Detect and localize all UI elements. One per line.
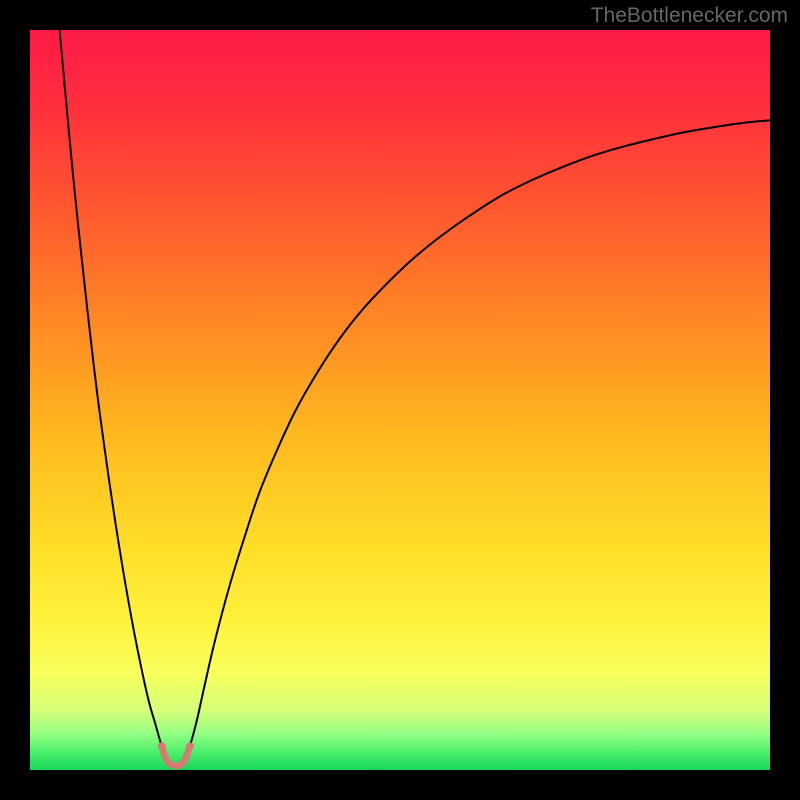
chart-svg: [30, 30, 770, 770]
u-end-marker: [158, 742, 166, 750]
chart-plot-area: [30, 30, 770, 770]
chart-background: [30, 30, 770, 770]
u-end-marker: [186, 742, 194, 750]
watermark-text: TheBottlenecker.com: [591, 4, 788, 28]
